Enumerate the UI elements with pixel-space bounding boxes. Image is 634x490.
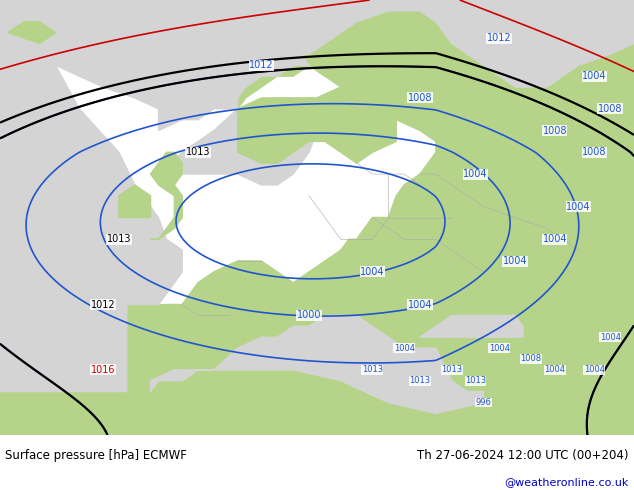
Text: 1013: 1013 [465,376,486,385]
Text: 1008: 1008 [543,125,567,136]
Polygon shape [420,316,523,337]
Polygon shape [0,0,183,392]
Text: 1012: 1012 [91,299,115,310]
Text: 1004: 1004 [489,343,510,353]
Polygon shape [8,22,56,44]
Text: 1004: 1004 [600,333,621,342]
Polygon shape [238,87,396,163]
Polygon shape [0,0,634,130]
Polygon shape [238,11,436,109]
Text: 1004: 1004 [360,267,385,277]
Text: 1004: 1004 [544,366,566,374]
Text: Surface pressure [hPa] ECMWF: Surface pressure [hPa] ECMWF [5,449,187,463]
Polygon shape [150,152,183,239]
Text: 1004: 1004 [463,169,488,179]
Text: 1008: 1008 [408,93,432,103]
Text: 1004: 1004 [584,366,605,374]
Text: 1013: 1013 [107,234,131,245]
Text: 1012: 1012 [249,60,274,70]
Text: 1008: 1008 [582,147,607,157]
Text: @weatheronline.co.uk: @weatheronline.co.uk [505,477,629,487]
Polygon shape [0,44,634,435]
Polygon shape [119,185,150,218]
Text: 1004: 1004 [503,256,527,266]
Text: 1004: 1004 [566,202,591,212]
Text: 1012: 1012 [487,33,512,43]
Text: 1013: 1013 [186,147,210,157]
Polygon shape [0,11,634,435]
Text: Th 27-06-2024 12:00 UTC (00+204): Th 27-06-2024 12:00 UTC (00+204) [417,449,629,463]
Text: 1016: 1016 [91,365,115,375]
Text: 1008: 1008 [521,354,541,364]
Text: 1004: 1004 [408,299,432,310]
Text: 996: 996 [476,398,491,407]
Text: 1004: 1004 [394,343,415,353]
Text: 1013: 1013 [362,366,383,374]
Text: 1008: 1008 [598,104,623,114]
Polygon shape [150,316,483,414]
Text: 1000: 1000 [297,311,321,320]
Text: 1013: 1013 [441,366,462,374]
Text: 1004: 1004 [582,71,607,81]
Polygon shape [158,87,341,185]
Text: 1004: 1004 [543,234,567,245]
Text: 1013: 1013 [410,376,430,385]
